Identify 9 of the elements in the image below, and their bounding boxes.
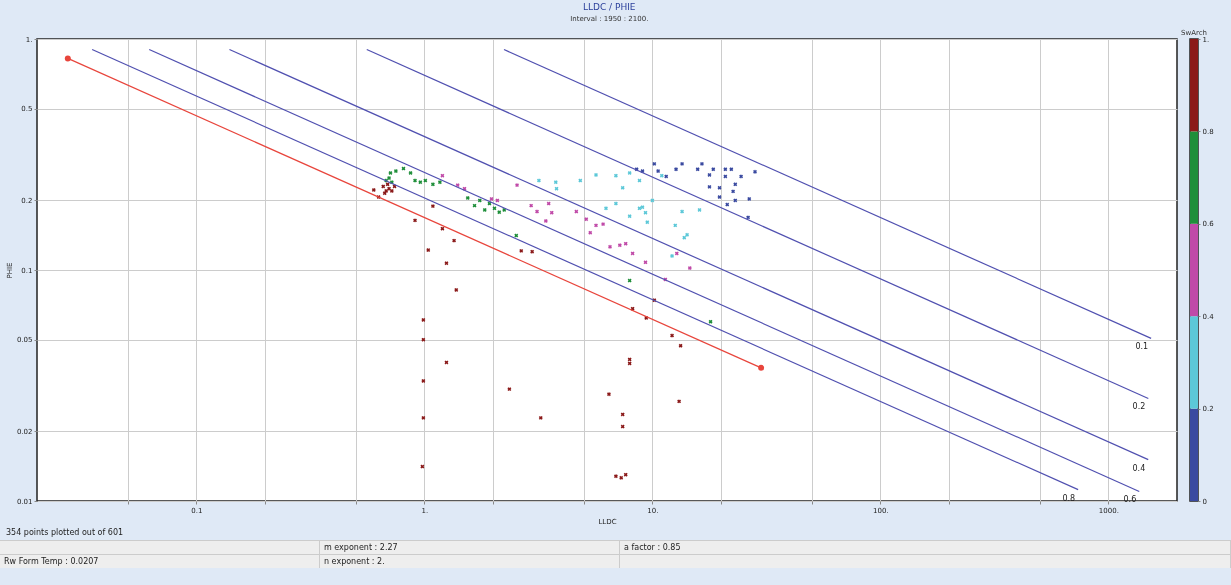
series-label: 0.2 <box>1132 402 1146 412</box>
text: n exponent : 2. <box>320 555 620 568</box>
series-label: 0.4 <box>1132 463 1146 473</box>
text: a factor : 0.85 <box>620 541 1231 554</box>
text: m exponent : 2.27 <box>320 541 620 554</box>
series-label: 0.1 <box>1135 342 1149 352</box>
text: 354 points plotted out of 601 <box>5 527 125 539</box>
chart-title: LLDC / PHIE <box>583 2 636 13</box>
text: Rw Form Temp : 0.0207 <box>0 555 320 568</box>
